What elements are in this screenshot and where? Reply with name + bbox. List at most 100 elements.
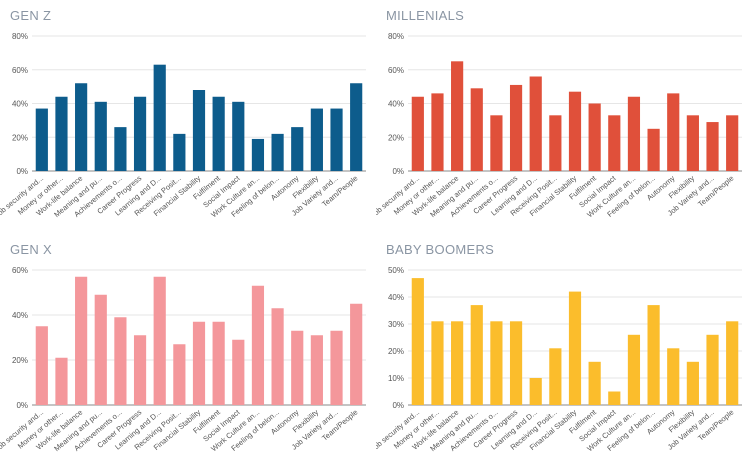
bar xyxy=(173,344,186,405)
bar xyxy=(291,330,304,405)
chart-title: BABY BOOMERS xyxy=(386,242,495,257)
y-tick-label: 20% xyxy=(388,133,404,142)
bar xyxy=(212,321,225,405)
bar xyxy=(133,335,147,405)
y-tick-label: 60% xyxy=(388,66,404,75)
y-tick-label: 20% xyxy=(12,356,28,365)
bar xyxy=(94,294,107,405)
bar xyxy=(706,334,719,405)
y-tick-label: 80% xyxy=(12,32,28,41)
bar xyxy=(647,305,660,405)
bar xyxy=(627,334,641,405)
bar xyxy=(350,83,363,171)
bar xyxy=(291,127,304,171)
y-tick-label: 0% xyxy=(392,167,404,176)
bar xyxy=(94,101,107,171)
bar xyxy=(490,321,503,405)
bar xyxy=(726,115,739,171)
bar xyxy=(55,357,68,405)
bar xyxy=(153,276,166,405)
bar xyxy=(431,321,444,405)
chart-panel-millenials: MILLENIALS 0% 20% 40% 60% 80% Job security an… xyxy=(376,0,752,233)
bar xyxy=(411,96,424,171)
bar xyxy=(35,326,48,405)
bar xyxy=(451,61,464,171)
bar xyxy=(350,303,363,405)
y-tick-label: 0% xyxy=(16,401,28,410)
chart-title: GEN X xyxy=(10,242,52,257)
y-tick-label: 60% xyxy=(12,266,28,275)
y-tick-label: 40% xyxy=(388,100,404,109)
bar xyxy=(588,103,601,171)
bar xyxy=(192,90,206,171)
chart-panel-baby-boomers: BABY BOOMERS 0% 10% 20% 30% 40% 50% Job securi… xyxy=(376,234,752,467)
y-tick-label: 30% xyxy=(388,320,404,329)
bar xyxy=(588,361,601,405)
bar xyxy=(490,115,503,171)
bar xyxy=(529,378,542,405)
y-tick-label: 0% xyxy=(16,167,28,176)
bar xyxy=(310,335,323,405)
bar xyxy=(232,339,245,405)
chart-panel-gen-x: GEN X 0% 20% 40% 60% Job security and... Mone… xyxy=(0,234,376,467)
bar xyxy=(153,64,166,171)
bar xyxy=(627,96,641,171)
bar xyxy=(35,108,48,171)
y-tick-label: 40% xyxy=(388,293,404,302)
bar-chart-gen-z: 0%20%40%60%80%Job security and...Money o… xyxy=(0,32,366,220)
bar xyxy=(568,291,582,405)
bar xyxy=(232,101,245,171)
bar xyxy=(251,285,265,405)
bar xyxy=(549,348,562,405)
bar xyxy=(75,83,88,171)
bar xyxy=(330,330,343,405)
bar xyxy=(114,127,127,171)
bar xyxy=(549,115,562,171)
bar xyxy=(192,321,206,405)
bar xyxy=(726,321,739,405)
bar xyxy=(411,278,424,405)
bar xyxy=(271,308,284,405)
bar xyxy=(251,138,265,171)
bar xyxy=(667,93,680,171)
bar xyxy=(133,96,147,171)
bar xyxy=(706,122,719,171)
bar xyxy=(647,128,660,171)
bar xyxy=(608,391,621,405)
y-tick-label: 10% xyxy=(388,374,404,383)
bar xyxy=(608,115,621,171)
bar-chart-gen-x: 0%20%40%60%Job security and...Money or o… xyxy=(0,266,366,454)
chart-title: MILLENIALS xyxy=(386,8,465,23)
bar xyxy=(509,321,523,405)
y-tick-label: 50% xyxy=(388,266,404,275)
y-tick-label: 60% xyxy=(12,66,28,75)
y-tick-label: 80% xyxy=(388,32,404,41)
bar xyxy=(271,133,284,171)
y-tick-label: 0% xyxy=(392,401,404,410)
bar xyxy=(310,108,323,171)
bar xyxy=(173,133,186,171)
bar xyxy=(470,305,483,405)
bar xyxy=(114,317,127,405)
bar xyxy=(55,96,68,171)
bar xyxy=(451,321,464,405)
bar xyxy=(686,115,699,171)
bar xyxy=(75,276,88,405)
bar xyxy=(509,84,523,171)
bar xyxy=(568,91,582,171)
bar xyxy=(431,93,444,171)
bar xyxy=(330,108,343,171)
bar xyxy=(529,76,542,171)
chart-title: GEN Z xyxy=(10,8,52,23)
bar xyxy=(667,348,680,405)
bar xyxy=(686,361,699,405)
bar-chart-millenials: 0%20%40%60%80%Job security and...Money o… xyxy=(376,32,742,220)
y-tick-label: 20% xyxy=(388,347,404,356)
y-tick-label: 20% xyxy=(12,133,28,142)
y-tick-label: 40% xyxy=(12,100,28,109)
bar xyxy=(212,96,225,171)
y-tick-label: 40% xyxy=(12,311,28,320)
bar xyxy=(470,88,483,171)
chart-panel-gen-z: GEN Z 0% 20% 40% 60% 80% Job security and... M… xyxy=(0,0,376,233)
bar-chart-baby-boomers: 0%10%20%30%40%50%Job security and...Mone… xyxy=(376,266,742,454)
